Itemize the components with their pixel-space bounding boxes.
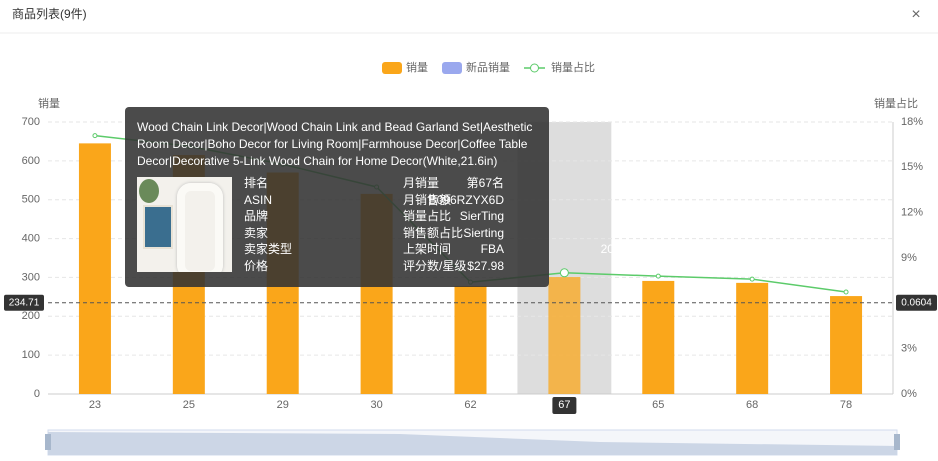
tooltip-label: 价格 (244, 259, 269, 273)
tooltip-label: 品牌 (244, 209, 269, 224)
bar (78, 143, 111, 394)
tooltip-value: $27.98 (467, 259, 504, 273)
zoom-handle[interactable] (894, 434, 900, 450)
legend-label[interactable]: 销量占比 (551, 60, 595, 74)
y2-tick-label: 9% (901, 252, 917, 264)
y2-tick-label: 0% (901, 388, 917, 400)
tooltip-value: B096RZYX6D (428, 192, 504, 207)
x-tick-label: 68 (746, 399, 758, 411)
x-tick-label: 30 (370, 399, 382, 411)
x-tick-label: 78 (840, 399, 852, 411)
tooltip-title: Wood Chain Link Decor|Wood Chain Link an… (137, 120, 533, 168)
bar (548, 277, 581, 394)
zoom-handle[interactable] (45, 434, 51, 450)
tooltip-value: 51/4.9 (628, 259, 662, 273)
tooltip-label: 月销量 (403, 176, 440, 190)
product-image (137, 177, 232, 272)
y-tick-label: 300 (22, 271, 40, 283)
close-button[interactable]: × (911, 6, 920, 23)
legend-label[interactable]: 销量 (406, 60, 428, 74)
x-tick-label: 25 (183, 399, 195, 411)
y-tick-label: 400 (22, 232, 40, 244)
line-point (559, 268, 569, 278)
tooltip-value: 8.02% (627, 209, 662, 224)
y2-tick-label: 12% (901, 207, 923, 219)
image-chain (177, 183, 223, 272)
bar (736, 282, 769, 394)
y-tick-label: 200 (22, 310, 40, 322)
legend-label[interactable]: 新品销量 (466, 60, 510, 74)
image-plant (139, 179, 159, 203)
tooltip-label: 评分数/星级 (403, 259, 467, 273)
y2-tick-label: 18% (901, 116, 923, 128)
y-tick-label: 0 (34, 388, 40, 400)
tooltip-label: 月销售额 (403, 192, 452, 207)
x-tick-label: 67 (558, 399, 570, 411)
x-tick-label: 65 (652, 399, 664, 411)
line-point (843, 289, 849, 295)
tooltip-label: 排名 (244, 176, 269, 190)
tooltip-label: 上架时间 (403, 242, 452, 257)
tooltip-value: FBA (480, 242, 504, 257)
tooltip-value: SierTing (459, 209, 504, 224)
legend-swatch (382, 62, 402, 74)
zoom-shadow (48, 432, 897, 455)
legend-marker (530, 63, 539, 73)
x-tick-label: 62 (464, 399, 476, 411)
y-axis-title: 销量 (38, 96, 60, 110)
tooltip-value: Sierting (463, 225, 504, 240)
axis-pointer-box (4, 294, 44, 311)
x-tick-label: 23 (89, 399, 101, 411)
y2-tick-label: 3% (901, 343, 917, 355)
legend-swatch (442, 62, 462, 74)
tooltip-label: 卖家 (244, 225, 269, 240)
y-tick-label: 100 (22, 349, 40, 361)
bar (830, 296, 863, 394)
y-tick-label: 600 (22, 155, 40, 167)
tooltip-value: 2021-08-10 (600, 242, 662, 257)
tooltip-label: 销量占比 (403, 209, 452, 224)
x-tick-highlight (552, 397, 577, 414)
line-point (655, 273, 661, 279)
tooltip-value: $8,422 (625, 192, 662, 207)
y-tick-label: 500 (22, 194, 40, 206)
axis-pointer-box (896, 294, 937, 311)
tooltip-label: 销售额占比 (403, 225, 464, 240)
line-point (92, 133, 98, 139)
line-point (749, 276, 755, 282)
tooltip-label: ASIN (244, 192, 273, 207)
x-tick-label: 29 (277, 399, 289, 411)
data-zoom[interactable] (45, 429, 900, 456)
header-title: 商品列表(9件) (12, 6, 87, 21)
y2-tick-label: 15% (901, 161, 923, 173)
tooltip-value: 第67名 (466, 176, 504, 190)
axis-pointer-label: 0.0604 (901, 297, 932, 308)
y-tick-label: 700 (22, 116, 40, 128)
tooltip-value: 7.83% (627, 225, 662, 240)
tooltip: Wood Chain Link Decor|Wood Chain Link an… (125, 107, 662, 287)
image-frame (143, 205, 173, 249)
axis-pointer-label: 234.71 (9, 297, 40, 308)
y2-axis-title: 销量占比 (874, 96, 918, 110)
tooltip-value: 301 (641, 176, 662, 190)
tooltip-label: 卖家类型 (244, 242, 293, 257)
bar (454, 285, 487, 394)
bar (642, 280, 675, 394)
